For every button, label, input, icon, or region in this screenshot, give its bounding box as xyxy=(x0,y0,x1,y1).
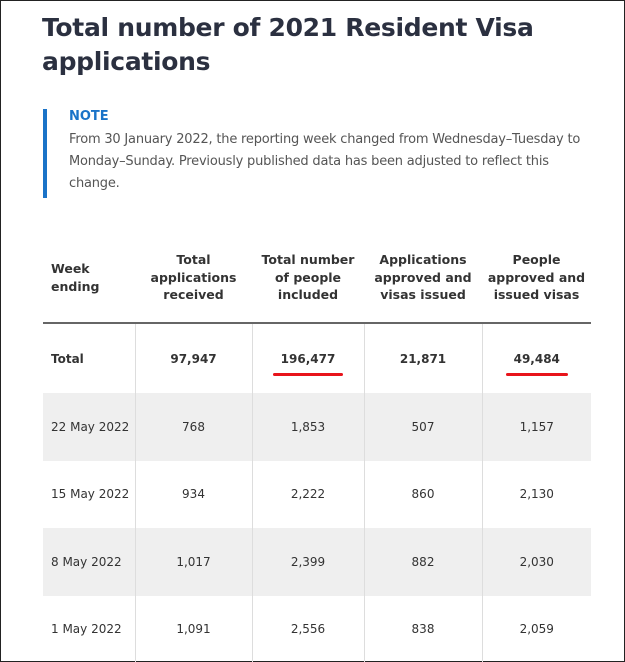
table-row: 8 May 2022 1,017 2,399 882 2,030 xyxy=(43,528,591,596)
table-cell: 49,484 xyxy=(481,323,591,393)
table-cell: 97,947 xyxy=(134,323,252,393)
table-cell: 2,399 xyxy=(251,528,364,596)
visa-applications-table: Week ending Total applications received … xyxy=(43,233,591,662)
table-cell: 860 xyxy=(363,460,482,528)
table-cell: 15 May 2022 xyxy=(51,487,130,502)
table-cell: 1,853 xyxy=(251,393,364,461)
total-row: Total 97,947 196,477 21,871 49,484 xyxy=(43,323,591,393)
table-cell: 1,091 xyxy=(134,595,252,662)
table-cell: 21,871 xyxy=(363,323,482,393)
column-header: People approved and issued visas xyxy=(482,233,591,324)
table-cell: 2,222 xyxy=(251,460,364,528)
note-label: NOTE xyxy=(69,109,109,124)
table-row: 15 May 2022 934 2,222 860 2,130 xyxy=(43,460,591,528)
column-header: Applications approved and visas issued xyxy=(364,233,482,324)
page-title: Total number of 2021 Resident Visa appli… xyxy=(42,13,534,76)
table-cell: 2,556 xyxy=(251,595,364,662)
table-cell: 1,157 xyxy=(481,393,591,461)
column-header: Week ending xyxy=(43,233,135,324)
table-header-row: Week ending Total applications received … xyxy=(43,233,591,324)
table-cell: 2,030 xyxy=(481,528,591,596)
table-cell: 507 xyxy=(363,393,482,461)
table-cell: 838 xyxy=(363,595,482,662)
note-text: From 30 January 2022, the reporting week… xyxy=(69,132,581,191)
table-cell: 882 xyxy=(363,528,482,596)
table-cell: 934 xyxy=(134,460,252,528)
table-cell: 2,130 xyxy=(481,460,591,528)
table-cell: 768 xyxy=(134,393,252,461)
table-cell: 22 May 2022 xyxy=(43,393,135,461)
table-cell: 1,017 xyxy=(134,528,252,596)
table-cell: 196,477 xyxy=(251,323,364,393)
table-cell: 8 May 2022 xyxy=(43,528,135,596)
underlined-value: 49,484 xyxy=(505,351,569,376)
table-row: 1 May 2022 1,091 2,556 838 2,059 xyxy=(43,595,591,662)
underlined-value: 196,477 xyxy=(272,351,343,376)
table-cell: 2,059 xyxy=(481,595,591,662)
note-box: NOTE From 30 January 2022, the reporting… xyxy=(43,109,583,198)
column-header: Total number of people included xyxy=(252,233,364,324)
column-header: Total applications received xyxy=(135,233,252,324)
table-cell: Total xyxy=(51,351,84,366)
table-cell: 1 May 2022 xyxy=(51,622,122,637)
table-row: 22 May 2022 768 1,853 507 1,157 xyxy=(43,393,591,461)
